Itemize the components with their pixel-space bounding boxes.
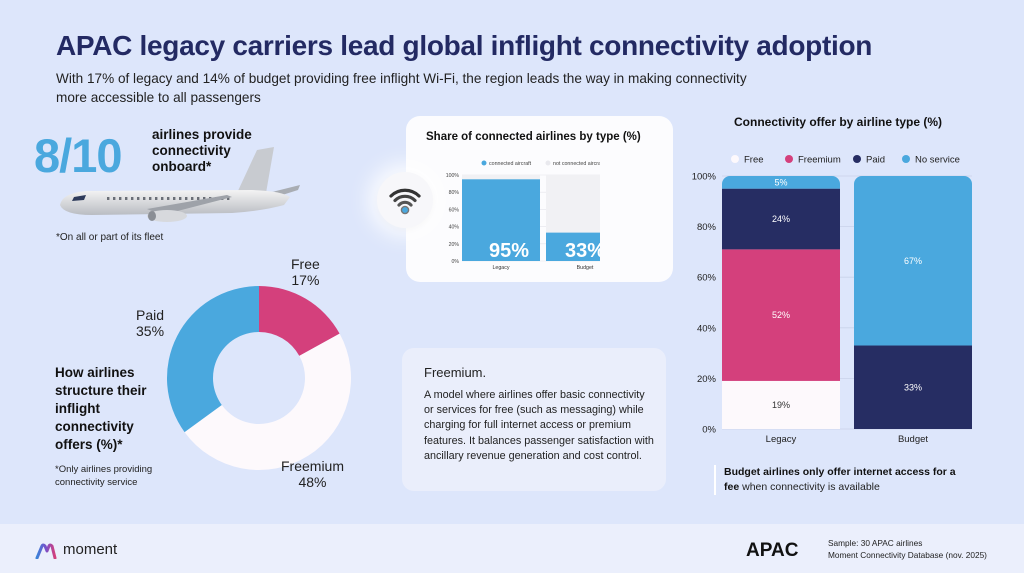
bar-segment-freemium-legacy <box>722 249 840 381</box>
donut-label-free-value: 17% <box>291 272 320 288</box>
donut-slice-paid <box>167 286 259 433</box>
bar-connected-legacy <box>462 179 540 261</box>
y-tick-label: 40% <box>697 323 717 334</box>
connectivity-stat-label: airlines provide connectivity onboard* <box>152 127 252 174</box>
offer-by-type-title: Connectivity offer by airline type (%) <box>734 115 943 129</box>
legend-swatch-freemium <box>785 155 793 163</box>
x-category-label: Budget <box>577 265 594 271</box>
y-tick-label: 0% <box>702 425 716 436</box>
y-tick-label: 80% <box>449 190 460 196</box>
brand-name: moment <box>63 541 118 558</box>
donut-label-paid-name: Paid <box>136 307 165 323</box>
callout-bold-text: Budget airlines only offer internet acce… <box>724 466 956 493</box>
freemium-definition-card <box>402 348 666 491</box>
legend-label-no-service: No service <box>915 155 960 166</box>
wifi-icon <box>389 188 421 215</box>
segment-value-label: 19% <box>772 400 790 410</box>
bar-segment-no-service-legacy <box>722 176 840 189</box>
callout-text: when connectivity is available <box>739 481 880 493</box>
segment-value-label: 24% <box>772 214 790 224</box>
region-label: APAC <box>746 540 799 561</box>
sample-text: Sample: 30 APAC airlines <box>828 538 923 548</box>
x-category-label: Budget <box>898 434 928 445</box>
y-tick-label: 80% <box>697 222 717 233</box>
y-tick-label: 20% <box>449 242 460 248</box>
source-text: Moment Connectivity Database (nov. 2025) <box>828 549 987 560</box>
bar-segment-paid-legacy <box>722 188 840 250</box>
x-category-label: Legacy <box>492 265 509 271</box>
donut-slice-freemium <box>184 333 351 471</box>
airplane-icon <box>60 147 300 222</box>
donut-label-freemium: Freemium 48% <box>281 458 344 490</box>
legend-swatch-paid <box>853 155 861 163</box>
legend-label-not-connected: not connected aircraft <box>553 161 600 167</box>
moment-logo-icon <box>35 543 57 559</box>
legend-label-connected: connected aircraft <box>489 161 532 167</box>
wifi-badge <box>377 172 433 228</box>
donut-label-paid: Paid 35% <box>136 307 164 339</box>
budget-callout: Budget airlines only offer internet acce… <box>714 465 964 495</box>
x-category-label: Legacy <box>766 434 797 445</box>
y-tick-label: 0% <box>452 259 460 265</box>
segment-value-label: 67% <box>904 256 922 266</box>
bar-segment-free-legacy <box>722 380 840 429</box>
donut-footnote: *Only airlines providing connectivity se… <box>55 464 153 488</box>
legend-swatch-no-service <box>902 155 910 163</box>
fleet-footnote: *On all or part of its fleet <box>56 232 164 243</box>
donut-label-free-name: Free <box>291 256 320 272</box>
legend-swatch-not-connected <box>545 160 551 166</box>
page-title: APAC legacy carriers lead global infligh… <box>56 30 873 61</box>
y-tick-label: 100% <box>692 172 717 183</box>
donut-label-paid-value: 35% <box>136 323 165 339</box>
bar-connected-budget <box>546 232 600 261</box>
y-tick-label: 100% <box>446 173 460 179</box>
stacked-bar-budget <box>854 176 972 429</box>
bar-segment-no-service-budget <box>854 176 972 346</box>
donut-label-free: Free 17% <box>291 256 320 288</box>
offer-structure-donut-chart <box>167 286 351 471</box>
y-tick-label: 60% <box>449 207 460 213</box>
definition-body: A model where airlines offer basic conne… <box>424 389 654 462</box>
y-tick-label: 20% <box>697 374 717 385</box>
connected-share-title: Share of connected airlines by type (%) <box>426 131 641 143</box>
offer-by-type-chart: Free Freemium Paid No service 0% 20% 40% 60% 80… <box>692 155 972 445</box>
definition-title: Freemium. <box>424 365 487 380</box>
segment-value-label: 52% <box>772 310 790 320</box>
page-subtitle: With 17% of legacy and 14% of budget pro… <box>56 71 747 105</box>
donut-label-freemium-value: 48% <box>298 474 327 490</box>
connected-share-chart: connected aircraft not connected aircraft… <box>446 160 600 271</box>
footer-bar <box>0 524 1024 573</box>
legend-label-free: Free <box>744 155 764 166</box>
bar-value-label: 33% <box>565 240 600 262</box>
stacked-bar-legacy <box>722 176 840 429</box>
connectivity-stat-value: 8/10 <box>34 129 122 182</box>
segment-value-label: 5% <box>774 177 787 187</box>
bar-value-label: 95% <box>489 240 529 262</box>
y-tick-label: 60% <box>697 273 717 284</box>
legend-label-paid: Paid <box>866 155 885 166</box>
legend-label-freemium: Freemium <box>798 155 841 166</box>
bar-segment-paid-budget <box>854 345 972 429</box>
y-tick-label: 40% <box>449 225 460 231</box>
legend-swatch-free <box>731 155 739 163</box>
source-note: Sample: 30 APAC airlines Moment Connecti… <box>828 538 987 561</box>
donut-label-freemium-name: Freemium <box>281 458 345 474</box>
donut-section-title: How airlines structure their inflight co… <box>55 365 147 452</box>
donut-slice-free <box>259 286 340 356</box>
segment-value-label: 33% <box>904 382 922 392</box>
legend-swatch-connected <box>481 160 487 166</box>
